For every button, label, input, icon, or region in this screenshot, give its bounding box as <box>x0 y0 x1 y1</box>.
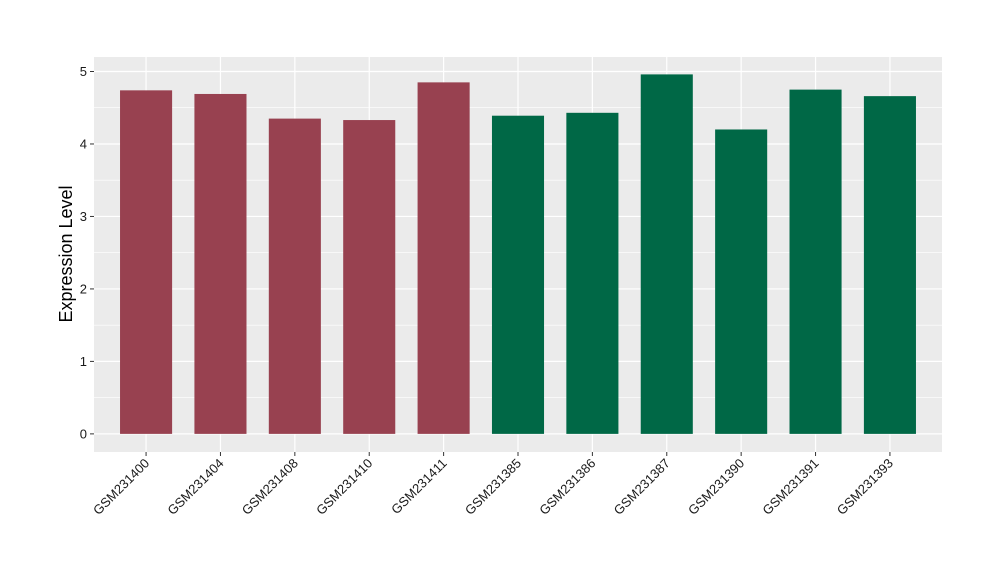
x-tick-label: GSM231390 <box>685 456 747 518</box>
bar-GSM231386 <box>566 112 619 434</box>
bar-GSM231393 <box>863 96 916 434</box>
bars <box>120 74 916 434</box>
bar-GSM231385 <box>491 115 545 434</box>
x-tick-label: GSM231408 <box>239 456 301 518</box>
y-tick-label: 3 <box>80 209 87 224</box>
y-tick-label: 5 <box>80 64 87 79</box>
y-axis-title: Expression Level <box>56 185 76 322</box>
x-tick-label: GSM231411 <box>388 456 450 518</box>
y-axis: 0 1 2 3 4 5 <box>80 64 94 441</box>
x-tick-label: GSM231391 <box>759 456 821 518</box>
x-tick-label: GSM231386 <box>536 456 598 518</box>
bar-GSM231411 <box>417 82 470 434</box>
x-tick-label: GSM231404 <box>164 456 226 518</box>
x-tick-label: GSM231385 <box>462 456 524 518</box>
y-tick-label: 4 <box>80 136 87 151</box>
y-tick-label: 0 <box>80 426 87 441</box>
bar-GSM231410 <box>343 120 396 434</box>
bar-GSM231387 <box>640 74 693 434</box>
x-tick-label: GSM231400 <box>90 456 152 518</box>
bar-GSM231400 <box>120 90 173 434</box>
bar-GSM231404 <box>194 93 247 434</box>
y-tick-label: 2 <box>80 281 87 296</box>
bar-GSM231390 <box>715 129 768 434</box>
x-tick-label: GSM231387 <box>611 456 673 518</box>
y-tick-label: 1 <box>80 354 87 369</box>
bar-GSM231408 <box>268 118 321 434</box>
x-axis: GSM231400 GSM231404 GSM231408 GSM231410 GSM2… <box>90 452 896 518</box>
x-tick-label: GSM231410 <box>313 456 375 518</box>
bar-GSM231391 <box>789 89 842 434</box>
x-tick-label: GSM231393 <box>834 456 896 518</box>
